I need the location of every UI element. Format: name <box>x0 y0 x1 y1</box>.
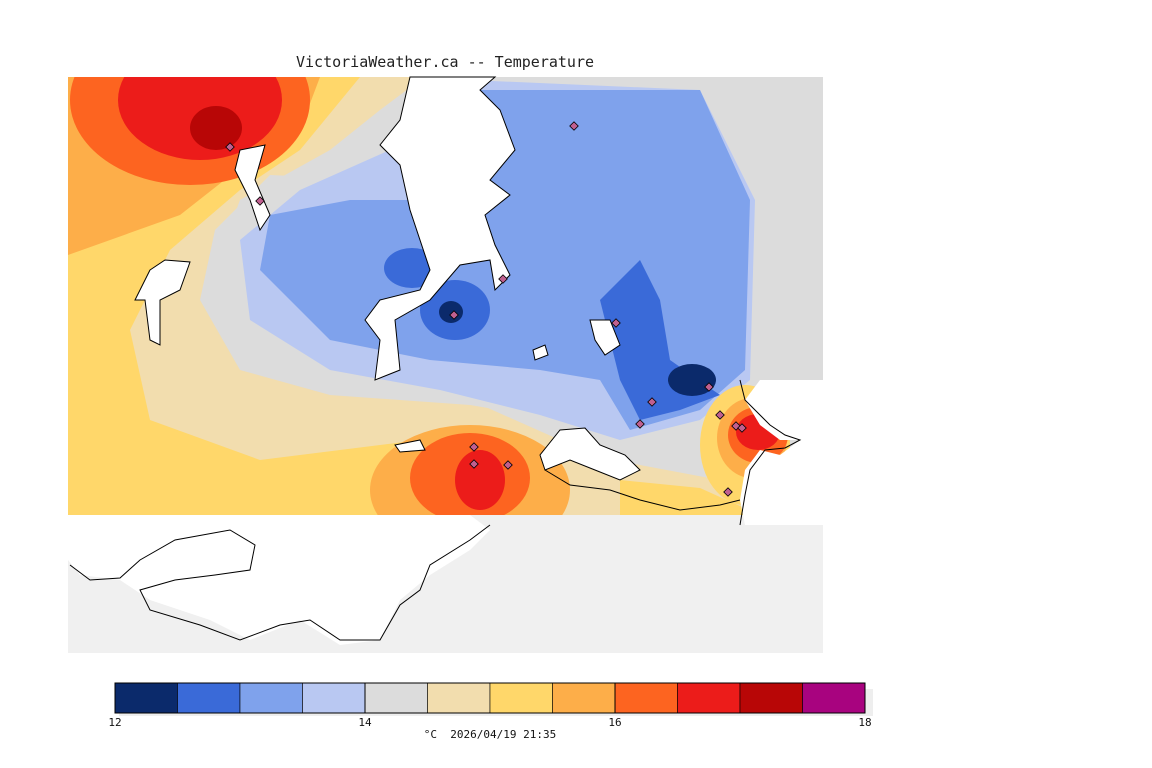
legend-color-bar <box>114 682 866 714</box>
saanich-inlet-water <box>364 76 516 381</box>
contour-south-red <box>455 450 505 510</box>
station-marker[interactable] <box>225 142 235 152</box>
station-marker[interactable] <box>715 410 725 420</box>
legend-ticks <box>114 683 866 713</box>
legend-swatch <box>552 682 616 714</box>
temperature-field <box>68 77 823 515</box>
northwest-inlet-water <box>234 144 271 232</box>
legend-swatch <box>177 682 241 714</box>
station-marker[interactable] <box>569 121 579 131</box>
legend-tick-label: 18 <box>858 716 872 729</box>
contour-south-yellow <box>620 480 760 515</box>
station-marker[interactable] <box>255 196 265 206</box>
station-marker[interactable] <box>723 487 733 497</box>
station-marker[interactable] <box>498 274 508 284</box>
station-marker[interactable] <box>469 442 479 452</box>
south-coastline <box>69 524 491 641</box>
legend-tick-label: 16 <box>608 716 622 729</box>
legend-swatch <box>114 682 178 714</box>
legend-tick-label: 12 <box>108 716 122 729</box>
legend-swatch <box>302 682 366 714</box>
small-lake-water <box>532 344 549 361</box>
legend-timestamp: 2026/04/19 21:35 <box>450 728 557 741</box>
station-marker[interactable] <box>647 397 657 407</box>
legend-swatch <box>614 682 678 714</box>
map-title: VictoriaWeather.ca -- Temperature <box>295 53 594 71</box>
station-marker[interactable] <box>503 460 513 470</box>
legend-unit: °C <box>423 728 438 741</box>
station-marker[interactable] <box>469 459 479 469</box>
legend-tick-label: 14 <box>358 716 372 729</box>
station-marker[interactable] <box>704 382 714 392</box>
legend-swatch <box>427 682 491 714</box>
legend-swatch <box>677 682 741 714</box>
south-lake-water <box>394 439 426 453</box>
legend-swatch <box>239 682 303 714</box>
strait-water <box>68 515 490 645</box>
station-marker[interactable] <box>611 318 621 328</box>
east-coastline <box>739 379 802 526</box>
weather-stations <box>225 121 747 497</box>
station-marker[interactable] <box>635 419 645 429</box>
west-lake-water <box>134 259 191 346</box>
east-lake-water <box>589 319 621 356</box>
legend-swatch <box>489 682 553 714</box>
south-shore-coastline <box>544 469 741 511</box>
harbour-water <box>539 427 641 481</box>
legend-swatch <box>739 682 803 714</box>
legend-swatch <box>802 682 866 714</box>
contour-nw-darkred <box>190 106 242 150</box>
contour-center-darkblue <box>439 301 463 323</box>
legend-caption: °C 2026/04/19 21:35 <box>360 728 620 741</box>
contour-east-darkblue <box>668 364 716 396</box>
water-bodies <box>68 76 823 645</box>
legend-swatch <box>364 682 428 714</box>
station-marker[interactable] <box>449 310 459 320</box>
station-marker[interactable] <box>737 423 747 433</box>
